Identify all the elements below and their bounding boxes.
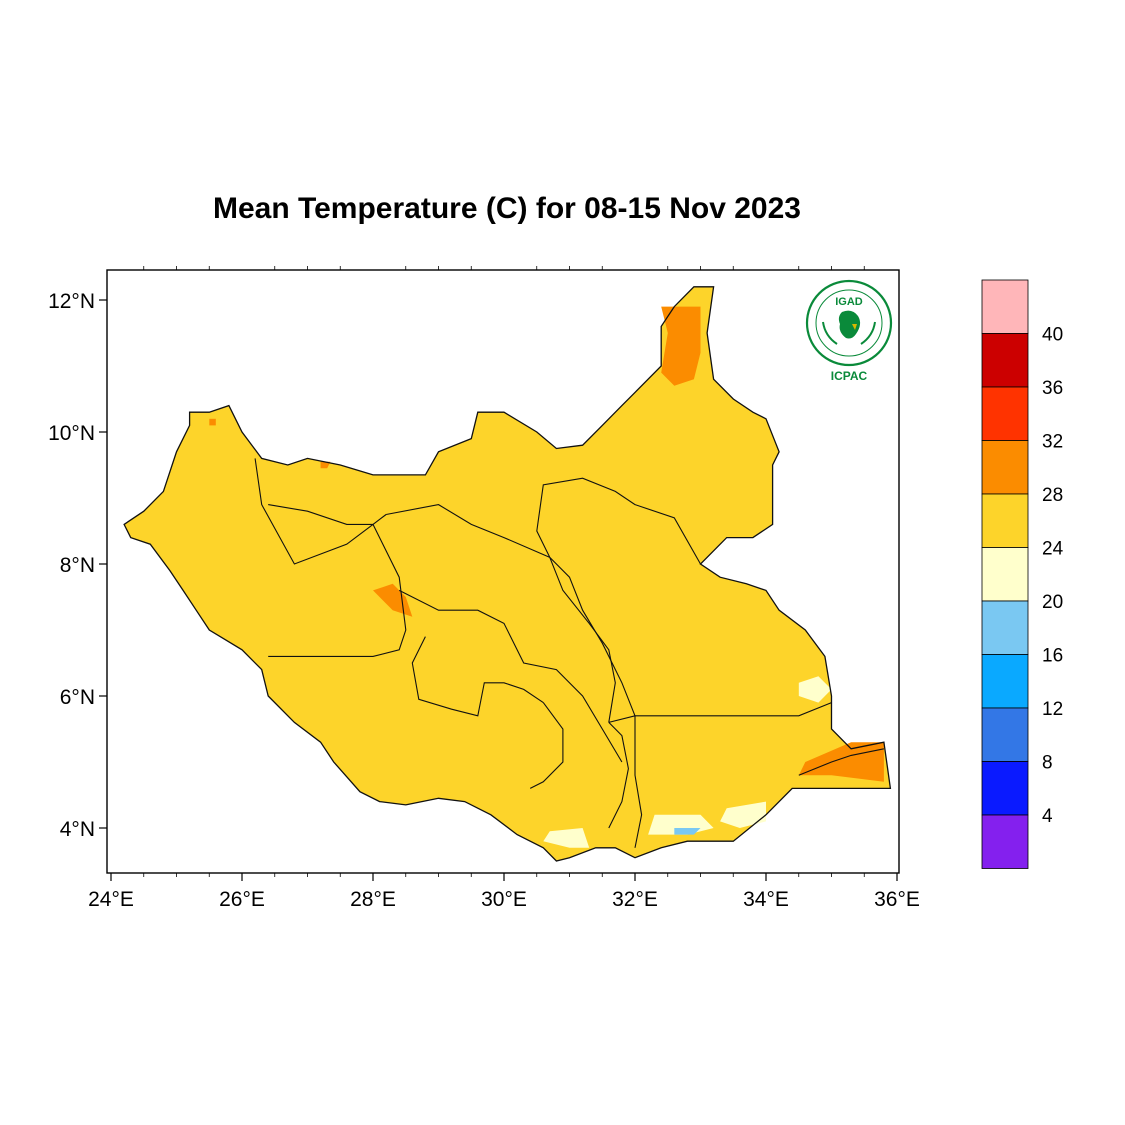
legend-label: 4 [1042, 806, 1053, 827]
color-legend: 40 36 32 28 24 20 16 12 8 4 [981, 279, 1064, 869]
temperature-patch [674, 828, 701, 835]
temperature-map [123, 286, 892, 862]
temperature-patch [320, 461, 331, 469]
temperature-patch [720, 801, 766, 828]
logo-inner-ring [815, 289, 883, 357]
legend-swatch [981, 707, 1029, 762]
legend-label: 24 [1042, 539, 1064, 560]
temperature-patch [798, 676, 832, 703]
state-border [529, 702, 564, 789]
x-tick-label: 30°E [481, 888, 527, 911]
legend-swatch [981, 279, 1029, 334]
legend-swatch [981, 386, 1029, 441]
y-tick-label: 6°N [60, 686, 95, 709]
x-tick-label: 32°E [612, 888, 658, 911]
right-laurel-icon [860, 321, 876, 345]
y-tick-label: 8°N [60, 554, 95, 577]
legend-label: 28 [1042, 485, 1063, 506]
temperature-patch [661, 306, 701, 386]
x-tick-label: 28°E [350, 888, 396, 911]
state-border [411, 636, 544, 717]
legend-swatch [981, 814, 1029, 869]
igad-logo: IGAD ICPAC [805, 279, 893, 383]
state-border [254, 458, 387, 565]
map-frame [106, 269, 900, 874]
x-tick-label: 36°E [874, 888, 920, 911]
state-border [398, 589, 623, 763]
legend-swatch [981, 440, 1029, 495]
state-border [536, 477, 701, 565]
legend-swatch [981, 333, 1029, 388]
map-axes: 24°E 26°E 28°E 30°E 32°E 34°E 36°E 12°N 10°N 8°N 6… [48, 266, 920, 911]
map-title: Mean Temperature (C) for 08-15 Nov 2023 [213, 192, 801, 225]
state-border [549, 557, 636, 717]
x-tick-label: 24°E [88, 888, 134, 911]
logo-acronym: IGAD [835, 296, 863, 308]
temperature-patch [543, 828, 590, 848]
logo-org: ICPAC [831, 369, 868, 383]
legend-label: 16 [1042, 646, 1063, 667]
x-tick-label: 34°E [743, 888, 789, 911]
y-tick-label: 4°N [60, 818, 95, 841]
state-border [268, 504, 373, 525]
igad-region-icon [852, 324, 857, 330]
legend-swatch [981, 761, 1029, 816]
temperature-patch [373, 583, 413, 617]
state-border [608, 722, 629, 829]
legend-label: 40 [1042, 325, 1063, 346]
legend-label: 12 [1042, 699, 1063, 720]
temperature-patch [798, 742, 884, 782]
x-tick-label: 26°E [219, 888, 265, 911]
legend-swatch [981, 493, 1029, 548]
temperature-patch [209, 418, 216, 426]
legend-label: 32 [1042, 432, 1063, 453]
legend-label: 8 [1042, 753, 1053, 774]
state-border [385, 504, 551, 558]
legend-swatch [981, 654, 1029, 709]
y-tick-label: 12°N [48, 290, 95, 313]
africa-map-icon [838, 310, 861, 339]
legend-swatch [981, 547, 1029, 602]
legend-swatch [981, 600, 1029, 655]
left-laurel-icon [822, 321, 838, 345]
state-border [798, 748, 885, 776]
state-border [634, 715, 643, 848]
legend-label: 36 [1042, 378, 1063, 399]
state-border [608, 702, 832, 723]
state-border [268, 524, 407, 657]
temperature-field [124, 286, 891, 861]
legend-label: 20 [1042, 592, 1063, 613]
y-tick-label: 10°N [48, 422, 95, 445]
country-border [123, 286, 892, 862]
